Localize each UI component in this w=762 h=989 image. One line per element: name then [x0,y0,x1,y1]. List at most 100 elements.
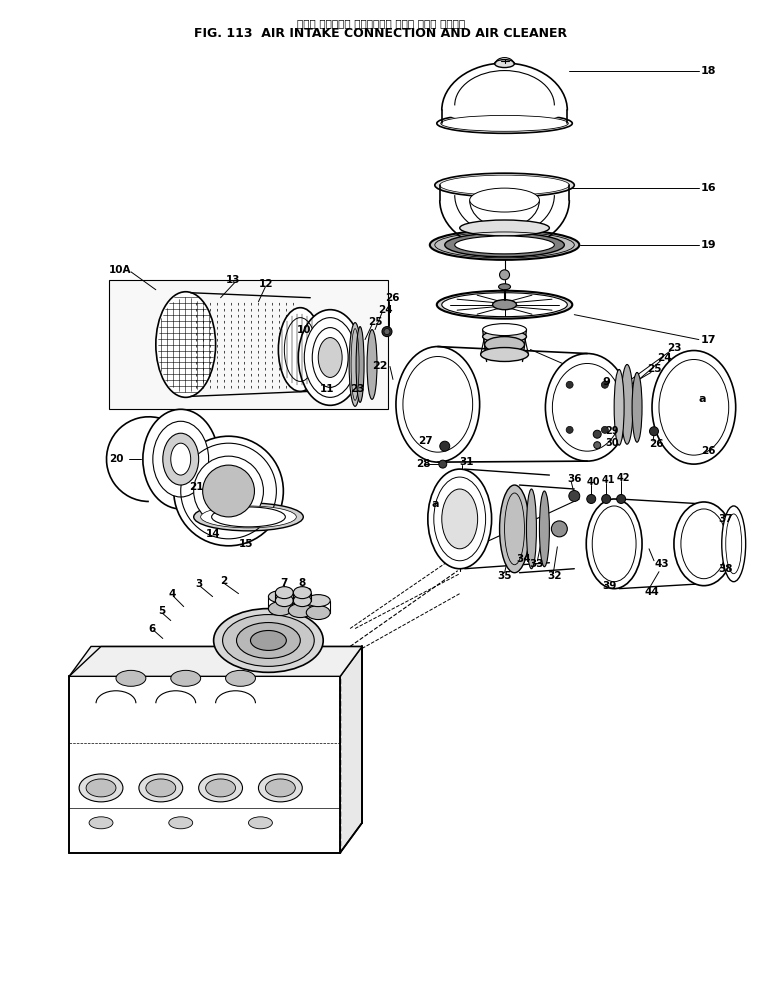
Text: a: a [699,395,706,405]
Ellipse shape [306,594,330,606]
Ellipse shape [455,236,555,254]
Ellipse shape [213,608,323,673]
Text: 17: 17 [701,334,716,344]
Text: 32: 32 [547,571,562,581]
Ellipse shape [440,175,569,195]
Text: 36: 36 [568,474,582,484]
Ellipse shape [251,631,287,651]
Text: 28: 28 [416,459,431,469]
Ellipse shape [171,443,190,475]
Ellipse shape [86,779,116,797]
Text: 43: 43 [654,559,668,569]
Ellipse shape [200,506,296,528]
Text: 26: 26 [649,439,664,449]
Ellipse shape [652,350,735,464]
Ellipse shape [498,284,511,290]
Ellipse shape [437,114,572,134]
Ellipse shape [79,774,123,802]
Ellipse shape [268,590,293,602]
Text: 42: 42 [616,473,629,483]
Ellipse shape [142,409,219,509]
Text: 29: 29 [605,426,619,436]
Ellipse shape [212,507,285,527]
Ellipse shape [495,59,514,67]
Ellipse shape [293,586,311,598]
Polygon shape [69,647,362,676]
Ellipse shape [367,329,377,400]
Ellipse shape [206,779,235,797]
Ellipse shape [236,622,300,659]
Ellipse shape [153,421,209,497]
Ellipse shape [500,485,530,573]
Circle shape [439,460,447,468]
Text: 25: 25 [647,365,661,375]
Ellipse shape [199,774,242,802]
Text: 13: 13 [226,275,240,285]
Text: 31: 31 [459,457,474,467]
Circle shape [552,521,568,537]
Polygon shape [69,676,340,853]
Ellipse shape [226,671,255,686]
Text: 30: 30 [605,438,619,448]
Circle shape [594,430,601,438]
Ellipse shape [248,817,272,829]
Text: 4: 4 [168,588,176,598]
Ellipse shape [174,436,283,546]
Ellipse shape [349,322,361,406]
Text: 14: 14 [206,529,220,539]
Ellipse shape [306,605,330,619]
Text: 11: 11 [320,385,335,395]
Text: 22: 22 [372,361,388,372]
Text: 20: 20 [109,454,123,464]
Ellipse shape [527,489,536,569]
Text: 44: 44 [644,586,659,596]
Text: 2: 2 [220,576,228,585]
Ellipse shape [194,503,303,531]
Text: 25: 25 [368,316,383,326]
Ellipse shape [722,506,746,582]
Ellipse shape [275,586,293,598]
Ellipse shape [437,291,572,318]
Ellipse shape [430,230,579,260]
Ellipse shape [485,336,524,352]
Circle shape [649,426,658,436]
Text: 16: 16 [701,183,716,193]
Ellipse shape [492,300,517,310]
Text: 40: 40 [586,477,600,487]
Ellipse shape [304,317,356,398]
Ellipse shape [614,370,624,445]
Ellipse shape [459,220,549,236]
Text: 38: 38 [719,564,733,574]
Text: 41: 41 [601,475,615,485]
Text: 34: 34 [517,554,531,564]
Text: 21: 21 [189,482,203,492]
Circle shape [587,494,596,503]
Ellipse shape [89,817,113,829]
Text: 3: 3 [196,579,203,588]
Text: 10: 10 [297,324,312,334]
Circle shape [382,326,392,336]
Ellipse shape [168,817,193,829]
Text: 26: 26 [701,446,716,456]
Ellipse shape [427,469,491,569]
Ellipse shape [268,601,293,615]
Ellipse shape [396,346,479,462]
Text: 6: 6 [149,623,156,634]
Text: 39: 39 [602,581,616,590]
Circle shape [594,442,600,449]
Ellipse shape [482,330,527,342]
Ellipse shape [146,779,176,797]
Ellipse shape [442,293,568,316]
Text: 9: 9 [602,378,610,388]
Text: 23: 23 [667,342,681,352]
Ellipse shape [632,373,642,442]
Text: 18: 18 [701,65,716,75]
Text: 23: 23 [350,385,364,395]
Ellipse shape [293,594,311,606]
Text: 37: 37 [719,514,733,524]
Text: FIG. 113  AIR INTAKE CONNECTION AND AIR CLEANER: FIG. 113 AIR INTAKE CONNECTION AND AIR C… [194,27,568,41]
Ellipse shape [258,774,303,802]
Circle shape [440,441,450,451]
Ellipse shape [116,671,146,686]
Ellipse shape [278,308,322,392]
